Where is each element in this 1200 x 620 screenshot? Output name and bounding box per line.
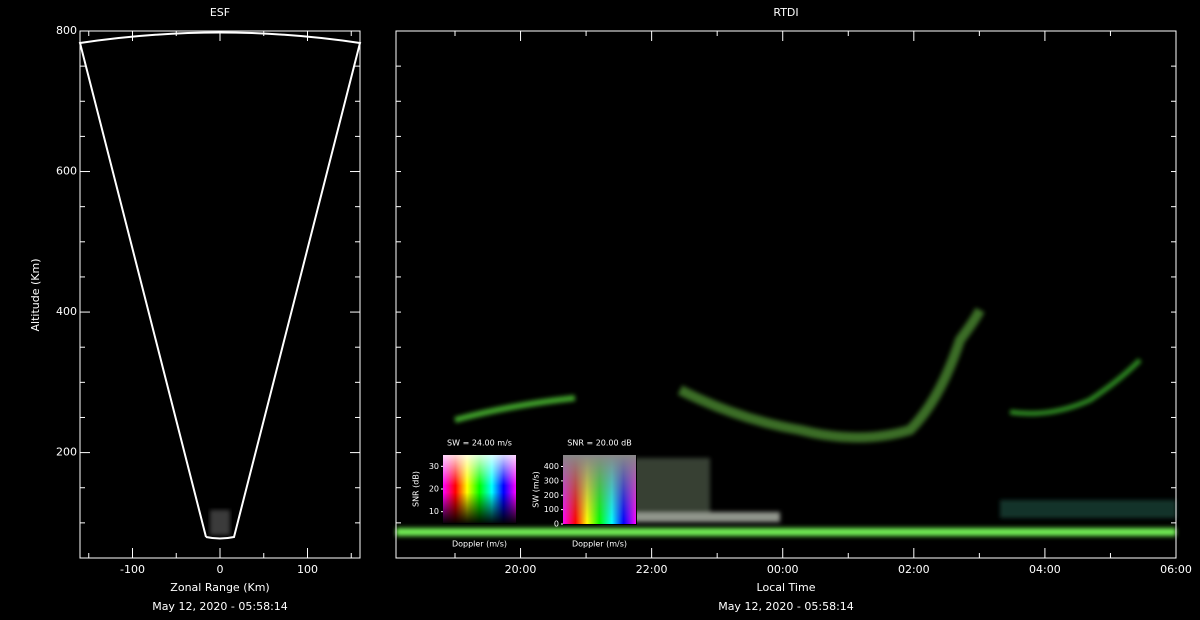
colorbar-tick-label: 200 [544, 491, 559, 500]
x-axis-label: Zonal Range (Km) [170, 581, 269, 594]
x-tick-label: 04:00 [1029, 563, 1061, 576]
plot-frame [395, 30, 1177, 559]
y-axis-label: Altitude (Km) [29, 259, 42, 332]
colorbar-tick-label: 0 [554, 520, 559, 529]
chart-title: RTDI [773, 6, 798, 19]
x-tick-label: 06:00 [1160, 563, 1192, 576]
y-tick-label: 800 [56, 24, 77, 37]
colorbar-x-label: Doppler (m/s) [572, 540, 627, 549]
colorbar-title: SW = 24.00 m/s [447, 439, 512, 448]
colorbar-tick-label: 100 [544, 505, 559, 514]
colorbar-fade [443, 455, 516, 523]
colorbar-tick-label: 10 [429, 507, 439, 516]
x-tick-label: 22:00 [636, 563, 668, 576]
x-tick-label: 0 [217, 563, 224, 576]
chart-title: ESF [210, 6, 230, 19]
date-label: May 12, 2020 - 05:58:14 [152, 600, 288, 613]
plot-frame [79, 30, 361, 559]
colorbar-tick-label: 20 [429, 485, 439, 494]
echo-image [396, 307, 1176, 537]
colorbar-tick-label: 300 [544, 476, 559, 485]
y-tick-label: 400 [56, 305, 77, 318]
x-tick-label: -100 [120, 563, 145, 576]
x-tick-label: 100 [297, 563, 318, 576]
colorbar-title: SNR = 20.00 dB [567, 439, 631, 448]
y-tick-label: 200 [56, 446, 77, 459]
x-axis-label: Local Time [757, 581, 816, 594]
x-tick-label: 02:00 [898, 563, 930, 576]
colorbar-y-label: SW (m/s) [532, 471, 541, 507]
colorbar-tick-label: 30 [429, 462, 439, 471]
colorbar-y-label: SNR (dB) [412, 471, 421, 507]
date-label: May 12, 2020 - 05:58:14 [718, 600, 854, 613]
y-tick-label: 600 [56, 165, 77, 178]
echo-image [210, 510, 230, 535]
x-tick-label: 20:00 [505, 563, 537, 576]
x-tick-label: 00:00 [767, 563, 799, 576]
beam-fan [78, 31, 362, 540]
colorbar-x-label: Doppler (m/s) [452, 540, 507, 549]
colorbar-fade [563, 455, 636, 524]
colorbar-tick-label: 400 [544, 462, 559, 471]
